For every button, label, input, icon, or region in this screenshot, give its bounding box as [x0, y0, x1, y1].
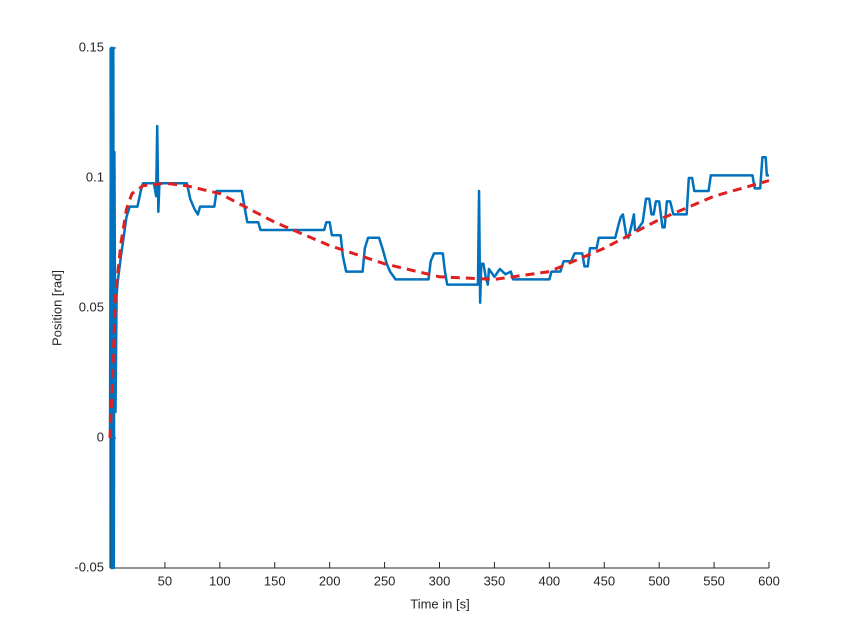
series-line [108, 179, 770, 439]
x-tick-label: 250 [374, 573, 396, 588]
x-tick-label: 500 [648, 573, 670, 588]
x-axis-label: Time in [s] [410, 596, 469, 611]
x-tick-label: 50 [158, 573, 172, 588]
x-tick-label: 100 [209, 573, 231, 588]
y-axis-label: Position [rad] [49, 270, 64, 346]
x-tick-label: 600 [758, 573, 780, 588]
x-tick-label: 450 [593, 573, 615, 588]
y-tick-label: 0.1 [86, 169, 104, 184]
y-tick-label: -0.05 [74, 559, 104, 574]
x-tick-label: 150 [264, 573, 286, 588]
series-line [108, 46, 769, 570]
x-tick-label: 350 [484, 573, 506, 588]
y-tick-label: 0.05 [79, 299, 104, 314]
x-tick-label: 400 [538, 573, 560, 588]
x-tick-label: 550 [703, 573, 725, 588]
x-tick-label: 300 [429, 573, 451, 588]
y-tick-label: 0 [97, 429, 104, 444]
x-tick-label: 200 [319, 573, 341, 588]
y-tick-label: 0.15 [79, 39, 104, 54]
